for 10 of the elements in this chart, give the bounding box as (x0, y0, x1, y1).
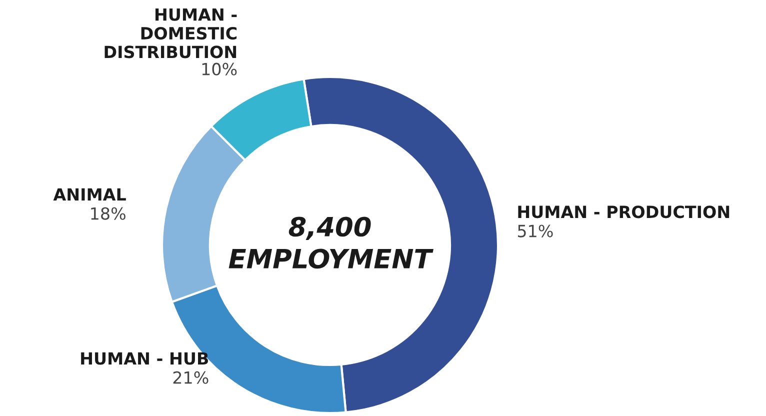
data-label: 10% (202, 62, 237, 76)
slice-label: HUMAN - HUB (81, 352, 208, 365)
slice-label: HUMAN - DOMESTIC DISTRIBUTION (104, 8, 237, 58)
data-label: 51% (518, 224, 553, 238)
slice-label: HUMAN - PRODUCTION (518, 206, 730, 218)
slice-label: ANIMAL (53, 188, 126, 200)
data-label: 18% (91, 207, 126, 220)
data-label: 21% (173, 371, 208, 384)
text: 8,400 (288, 216, 371, 240)
text: EMPLOYMENT (228, 248, 434, 269)
